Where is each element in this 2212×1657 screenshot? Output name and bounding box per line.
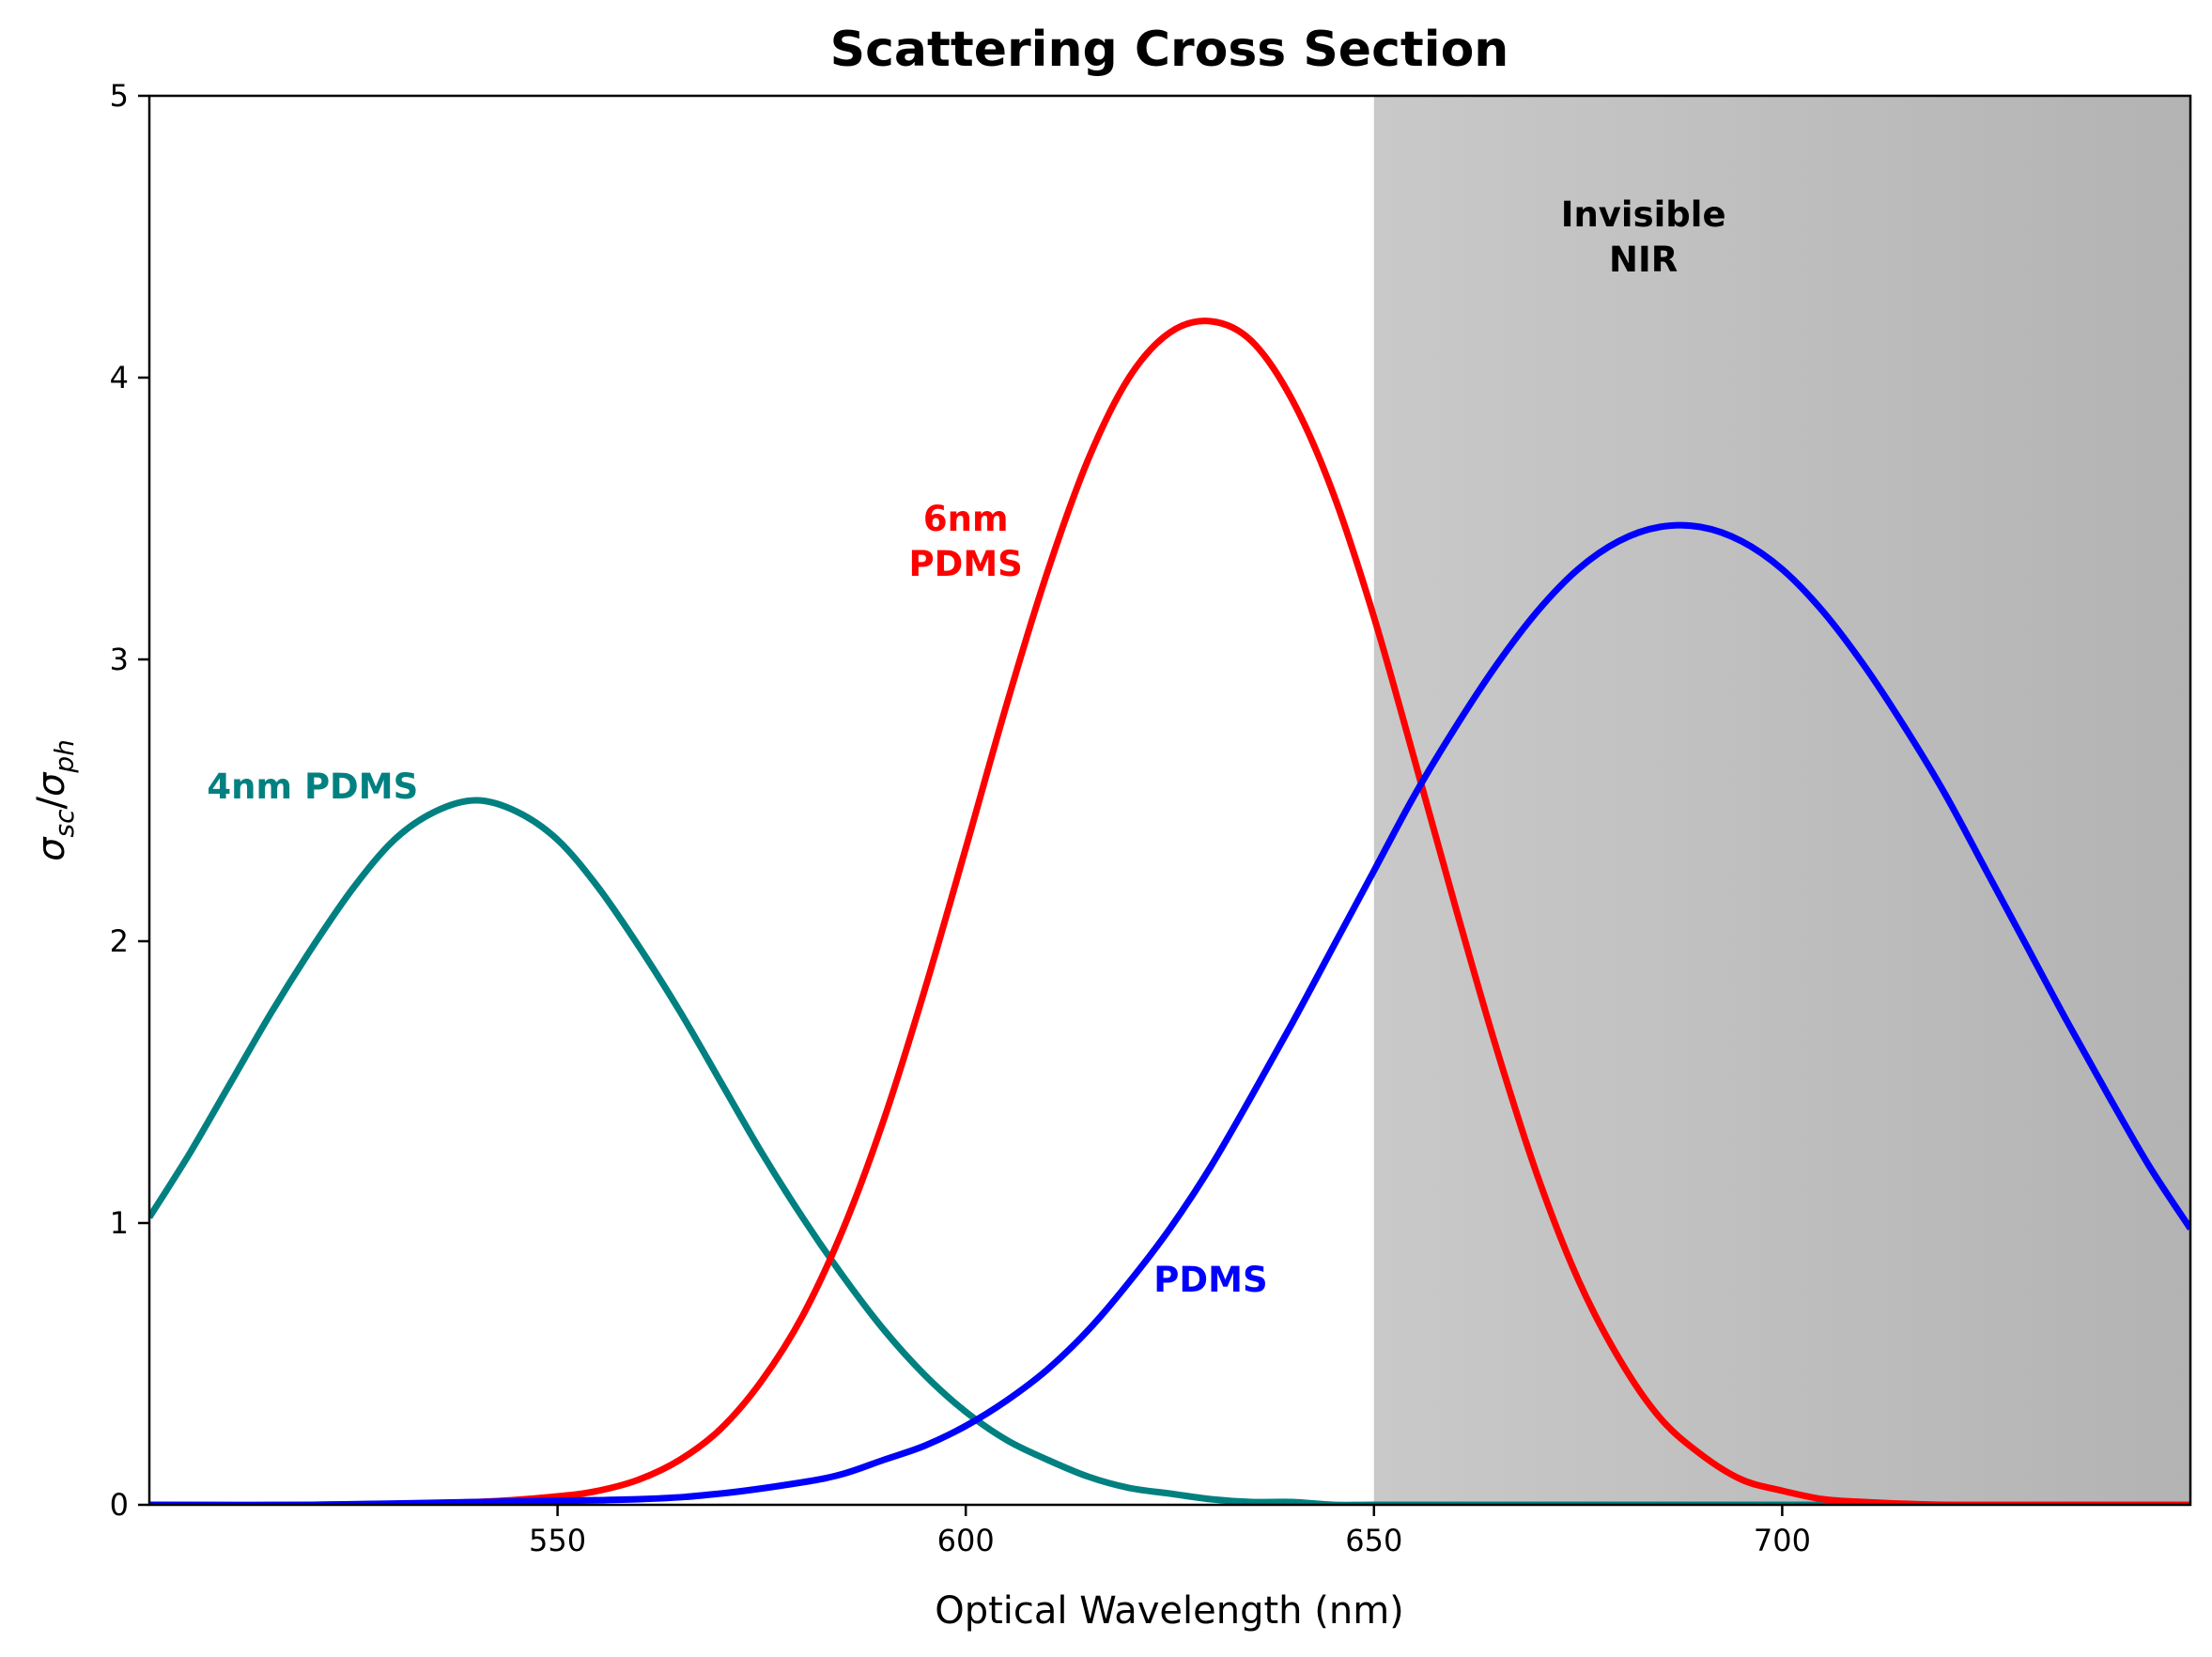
series-label-pdms-line: PDMS [1153, 1260, 1267, 1300]
nir-region-label: Invisible NIR [1561, 194, 1726, 280]
series-label-6nm-pdms: 6nm PDMS [909, 499, 1023, 584]
y-tick-label: 3 [110, 642, 129, 677]
x-tick-label: 550 [529, 1523, 586, 1558]
series-label-6nm-pdms-line: PDMS [909, 544, 1023, 584]
x-tick-label: 700 [1754, 1523, 1811, 1558]
nir-region-label-line: Invisible [1561, 194, 1726, 235]
plot-frame [147, 94, 2192, 1507]
y-tick-label: 4 [110, 360, 129, 395]
x-axis-label: Optical Wavelength (nm) [935, 1589, 1404, 1633]
y-axis-label: σsc/σph [30, 739, 80, 861]
nir-shaded-region [1373, 96, 2190, 1505]
y-tick-label: 0 [110, 1487, 129, 1523]
y-label-sub-1: sc [49, 809, 80, 838]
y-tick-label: 5 [110, 78, 129, 114]
series-line-pdms [149, 521, 2190, 1505]
series-group [149, 317, 2190, 1505]
y-label-sigma-2: σ [30, 771, 73, 797]
series-label-6nm-pdms-line: 6nm [923, 499, 1009, 539]
series-line-4nm-pdms [149, 797, 2190, 1505]
series-label-4nm-pdms-line: 4nm PDMS [207, 767, 418, 807]
x-tick-label: 600 [937, 1523, 995, 1558]
y-label-slash: / [30, 797, 73, 810]
series-line-6nm-pdms [149, 317, 2190, 1505]
y-tick-label: 2 [110, 923, 129, 959]
y-label-sigma-1: σ [30, 836, 73, 861]
y-tick-label: 1 [110, 1205, 129, 1241]
y-label-sub-2: ph [49, 739, 80, 774]
x-axis: 550 600 650 700 [529, 1505, 1811, 1558]
annotations: 4nm PDMS 6nm PDMS PDMS Invisible NIR [207, 194, 1725, 1300]
series-label-4nm-pdms: 4nm PDMS [207, 767, 418, 807]
y-axis: 0 1 2 3 4 5 [110, 78, 149, 1523]
chart-title: Scattering Cross Section [830, 22, 1509, 78]
series-label-pdms: PDMS [1153, 1260, 1267, 1300]
x-tick-label: 650 [1345, 1523, 1402, 1558]
nir-region-label-line: NIR [1609, 240, 1678, 280]
